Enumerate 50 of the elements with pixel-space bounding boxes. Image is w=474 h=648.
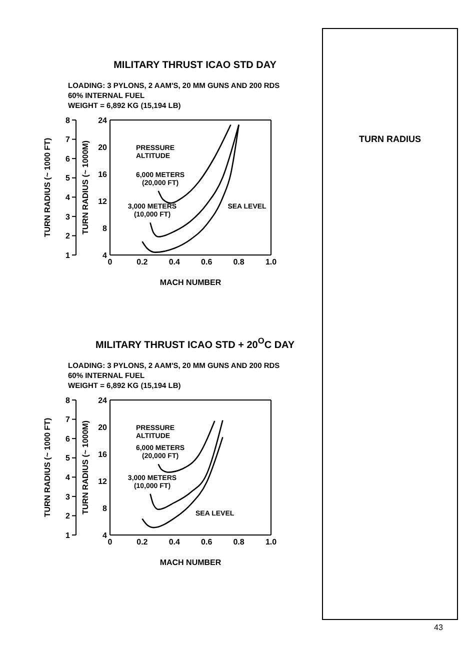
y2-tick-label: 5 xyxy=(66,174,71,183)
x-tick-label: 0.4 xyxy=(168,538,181,548)
x-tick-label: 0.2 xyxy=(136,538,148,548)
y2-tick-label: 6 xyxy=(66,154,71,164)
y2-tick-label: 2 xyxy=(66,512,71,521)
y-tick-label: 8 xyxy=(102,504,108,514)
y2-tick-label: 2 xyxy=(66,232,71,241)
y2-tick-label: 8 xyxy=(66,116,71,125)
x-tick-label: 0.8 xyxy=(233,258,245,267)
x-axis-title: MACH NUMBER xyxy=(160,558,222,568)
x-axis-title: MACH NUMBER xyxy=(160,278,222,287)
x-tick-label: 0 xyxy=(108,258,113,267)
y2-tick-label: 4 xyxy=(66,473,71,482)
x-tick-label: 0.2 xyxy=(136,258,148,267)
y-tick-label: 12 xyxy=(98,196,108,206)
y-tick-label: 20 xyxy=(98,142,108,152)
x-tick-label: 1.0 xyxy=(265,258,278,267)
y-axis-title: TURN RADIUS (~ 1000M) xyxy=(80,420,90,515)
y-tick-label: 16 xyxy=(98,170,108,179)
text: 43 xyxy=(434,623,443,632)
y-tick-label: 16 xyxy=(98,450,108,460)
y2-tick-label: 1 xyxy=(66,531,71,540)
chart-title: MILITARY THRUST ICAO STD + 20$^{O}$C DAY xyxy=(95,336,295,352)
y2-tick-label: 7 xyxy=(66,135,71,144)
y2-tick-label: 8 xyxy=(66,396,71,406)
y-tick-label: 4 xyxy=(102,531,108,540)
chart-title: MILITARY THRUST ICAO STD DAY xyxy=(114,60,276,71)
y-tick-label: 20 xyxy=(98,423,108,432)
text: TURN RADIUS xyxy=(358,134,422,144)
y2-tick-label: 1 xyxy=(66,250,71,260)
x-tick-label: 0.6 xyxy=(201,538,213,548)
y-tick-label: 24 xyxy=(98,396,108,406)
x-tick-label: 1.0 xyxy=(265,538,278,548)
y2-axis-title: TURN RADIUS (~ 1000 FT) xyxy=(42,418,52,518)
y-tick-label: 24 xyxy=(98,116,108,125)
y-axis-title: TURN RADIUS (~ 1000M) xyxy=(80,140,90,235)
y-tick-label: 8 xyxy=(102,224,108,233)
x-tick-label: 0.6 xyxy=(201,258,213,267)
y2-tick-label: 3 xyxy=(66,492,71,502)
y-tick-label: 4 xyxy=(102,250,108,260)
y2-tick-label: 6 xyxy=(66,434,71,444)
x-tick-label: 0.4 xyxy=(168,258,181,267)
y2-axis-title: TURN RADIUS (~ 1000 FT) xyxy=(42,137,52,238)
y2-tick-label: 3 xyxy=(66,212,71,222)
x-tick-label: 0 xyxy=(108,538,113,548)
y2-tick-label: 7 xyxy=(66,415,71,424)
y2-tick-label: 4 xyxy=(66,192,71,202)
y2-tick-label: 5 xyxy=(66,454,71,464)
y-tick-label: 12 xyxy=(98,477,108,486)
x-tick-label: 0.8 xyxy=(233,538,245,548)
